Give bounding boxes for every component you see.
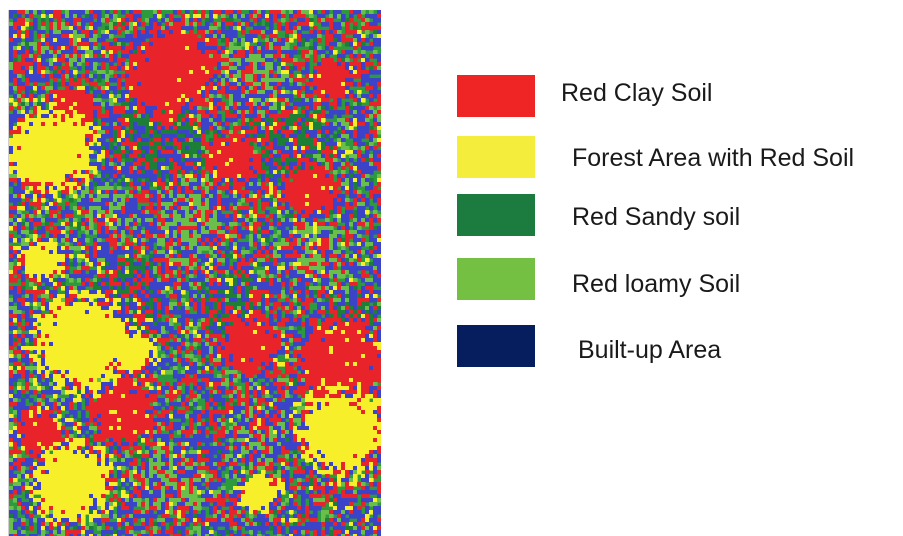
legend-swatch-built-up-area (457, 325, 535, 367)
legend-label-red-sandy-soil: Red Sandy soil (572, 203, 741, 231)
legend-label-built-up-area: Built-up Area (578, 336, 722, 364)
legend-swatch-red-sandy-soil (457, 194, 535, 236)
legend-label-red-loamy-soil: Red loamy Soil (572, 270, 741, 298)
legend-swatch-red-clay-soil (457, 75, 535, 117)
soil-classification-map (8, 10, 381, 536)
legend-swatch-forest-area-red-soil (457, 136, 535, 178)
legend-swatch-red-loamy-soil (457, 258, 535, 300)
legend-label-forest-area-red-soil: Forest Area with Red Soil (572, 144, 855, 172)
legend-label-red-clay-soil: Red Clay Soil (561, 79, 713, 107)
